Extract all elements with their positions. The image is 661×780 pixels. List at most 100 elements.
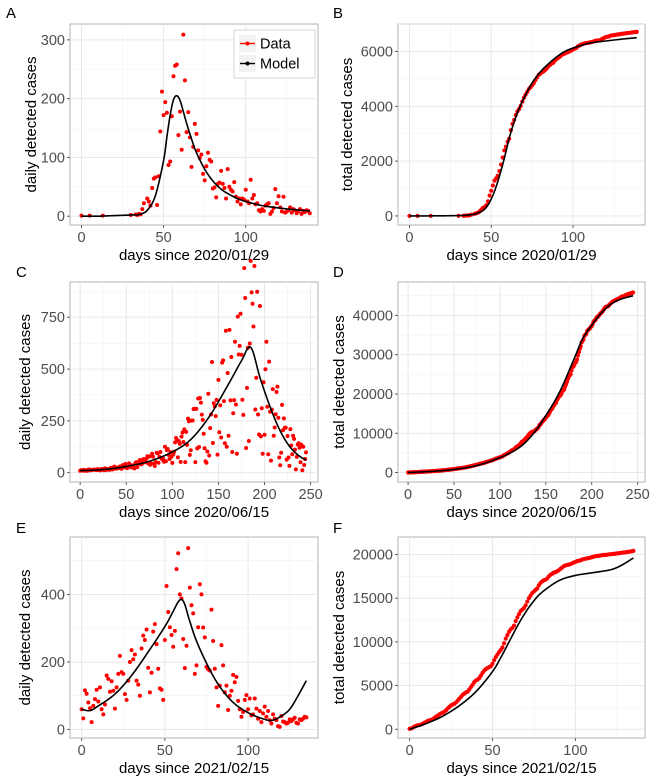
data-point: [92, 697, 97, 702]
data-point: [277, 724, 282, 729]
data-point: [82, 688, 87, 693]
data-point: [279, 450, 284, 455]
data-point: [505, 633, 510, 638]
data-point: [489, 188, 494, 193]
data-point: [254, 375, 259, 380]
data-point: [290, 452, 295, 457]
data-point: [99, 707, 104, 712]
data-point: [214, 195, 219, 200]
data-point: [186, 546, 191, 551]
data-point: [212, 185, 217, 190]
data-point: [162, 638, 167, 643]
data-point: [102, 702, 107, 707]
data-point: [630, 290, 636, 295]
plot-area: [69, 281, 319, 483]
data-point: [247, 696, 252, 701]
data-point: [277, 455, 282, 460]
data-point: [137, 693, 142, 698]
data-point: [515, 615, 520, 620]
y-tick-label: 0: [385, 722, 393, 738]
y-tick-label: 20000: [353, 387, 393, 403]
data-point: [94, 687, 99, 692]
y-tick-label: 10000: [353, 635, 393, 651]
data-point: [239, 714, 244, 719]
data-point: [236, 698, 241, 703]
x-axis-title: days since 2020/06/15: [446, 504, 596, 521]
data-point: [199, 412, 204, 417]
data-point: [217, 430, 222, 435]
data-point: [275, 384, 280, 389]
data-point: [292, 715, 297, 720]
data-point: [225, 370, 230, 375]
data-point: [246, 438, 251, 443]
data-point: [197, 444, 202, 449]
data-point: [134, 678, 139, 683]
x-tick-label: 100: [236, 743, 260, 759]
y-axis-title: total detected cases: [331, 315, 348, 448]
data-point: [634, 29, 639, 34]
x-tick-label: 50: [156, 230, 172, 246]
panel-b: 0 50 100 0 2000 4000 6000 days since 2020/01/29…: [333, 5, 646, 264]
data-point: [202, 178, 207, 183]
data-point: [513, 618, 518, 624]
data-point: [286, 455, 291, 460]
x-tick-label: 0: [406, 743, 414, 759]
data-point: [147, 454, 152, 459]
data-point: [207, 453, 212, 458]
data-point: [107, 689, 112, 694]
data-point: [200, 417, 205, 422]
data-point: [223, 328, 228, 333]
data-point: [152, 622, 157, 627]
data-point: [208, 426, 213, 431]
data-point: [127, 659, 132, 664]
data-point: [104, 673, 109, 678]
model-line: [81, 598, 308, 722]
data-point: [286, 720, 291, 725]
data-point: [250, 196, 255, 201]
data-point: [248, 258, 253, 263]
model-line: [409, 36, 637, 217]
x-tick-label: 0: [77, 230, 85, 246]
data-point: [265, 404, 270, 409]
data-point: [205, 150, 210, 155]
data-point: [155, 203, 160, 208]
data-point: [201, 625, 206, 630]
data-point: [274, 390, 279, 395]
data-point: [164, 583, 169, 588]
data-point: [166, 163, 171, 168]
data-point: [225, 167, 230, 172]
data-point: [188, 448, 193, 453]
data-point: [124, 697, 129, 702]
data-point: [158, 449, 163, 454]
y-tick-label: 0: [385, 466, 393, 482]
data-point: [201, 171, 206, 176]
data-point: [243, 295, 248, 300]
data-point: [257, 304, 262, 309]
x-tick-label: 50: [157, 743, 173, 759]
data-point: [240, 397, 245, 402]
data-point: [219, 168, 224, 173]
data-point: [287, 463, 292, 468]
y-tick-label: 10000: [353, 426, 393, 442]
data-point: [181, 32, 186, 37]
data-point: [535, 586, 540, 591]
data-point: [259, 720, 264, 725]
data-point: [196, 625, 201, 630]
data-point: [501, 641, 507, 646]
x-tick-label: 200: [580, 487, 604, 503]
data-point: [169, 632, 174, 637]
panel-f: 0 50 100 0 5000 10000 15000 20000 days since 202…: [331, 520, 646, 777]
y-tick-label: 40000: [353, 308, 393, 324]
data-point: [227, 327, 232, 332]
data-point: [257, 708, 262, 713]
data-point: [194, 131, 199, 136]
data-point: [232, 680, 237, 685]
data-point: [228, 398, 233, 403]
data-point: [227, 693, 232, 698]
x-tick-label: 100: [160, 487, 184, 503]
data-point: [232, 398, 237, 403]
data-point: [209, 360, 214, 364]
data-point: [230, 449, 235, 454]
data-point: [154, 642, 159, 647]
data-point: [631, 548, 636, 554]
